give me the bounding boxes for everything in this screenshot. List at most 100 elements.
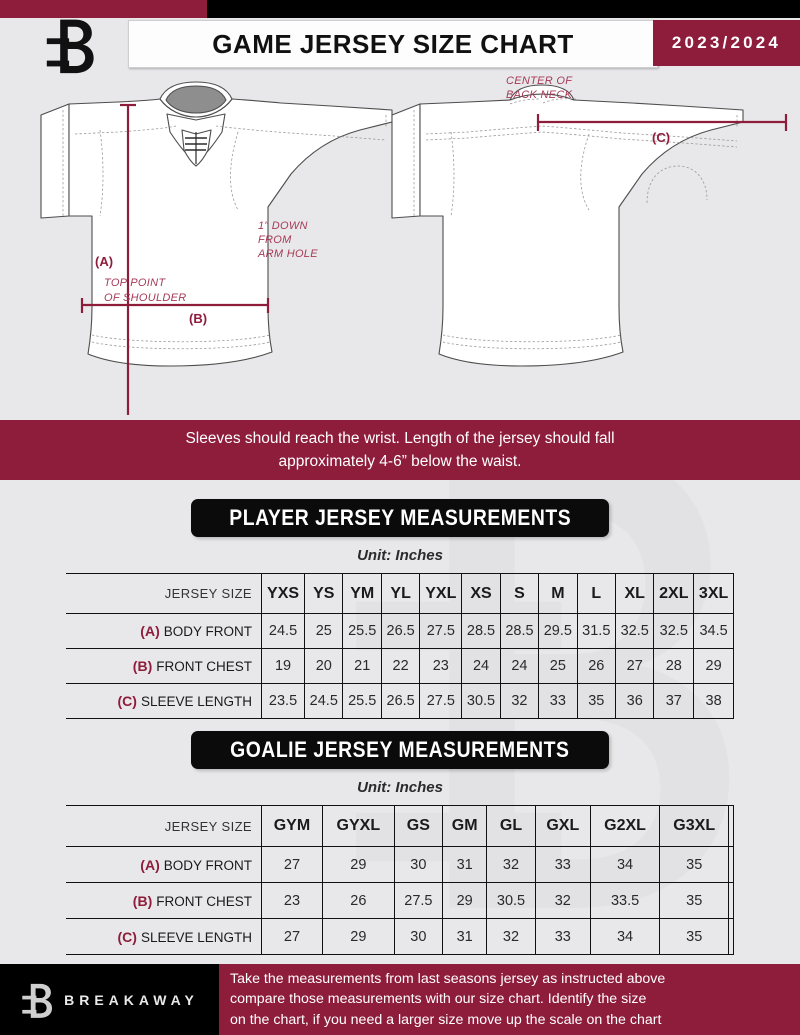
cell: 29 [321, 846, 395, 883]
footer-instructions: Take the measurements from last seasons … [219, 964, 800, 1035]
player-col-ys: YS [304, 573, 344, 614]
cell: 34.5 [693, 613, 734, 649]
goalie-row-b-tag: (B) [132, 892, 153, 909]
cell: 26 [576, 648, 616, 684]
table-row: (B) FRONT CHEST 23 26 27.5 29 30.5 32 33.… [66, 882, 734, 919]
page-title-band: GAME JERSEY SIZE CHART [128, 20, 658, 68]
player-section-heading-pill: PLAYER JERSEY MEASUREMENTS [191, 499, 609, 537]
jersey-diagram: .jb{fill:#ffffff;stroke:#4d4d4d;stroke-w… [0, 70, 800, 415]
goalie-measurements-table: JERSEY SIZE GYM GYXL GS GM GL GXL G2XL G… [66, 805, 734, 955]
goalie-row-b-name: FRONT CHEST [156, 893, 252, 909]
front-label-a-note-line2: OF SHOULDER [104, 292, 187, 304]
table-row: (A) BODY FRONT 24.5 25 25.5 26.5 27.5 28.… [66, 613, 734, 649]
back-label-c-note-line2: BACK NECK [506, 89, 573, 101]
front-jersey-illustration: (B) (A) TOP POINT OF SHOULDER 1” DOWN FR… [40, 81, 393, 415]
back-label-c-tag: (C) [652, 130, 670, 145]
goalie-row-a-tag: (A) [140, 856, 160, 873]
cell: 35 [659, 918, 730, 955]
cell [728, 846, 734, 883]
cell: 35 [659, 882, 730, 919]
player-col-yl: YL [380, 573, 421, 614]
cell: 19 [260, 648, 306, 684]
cell: 26.5 [380, 613, 421, 649]
goalie-row-c-name: SLEEVE LENGTH [140, 929, 252, 945]
table-row: (B) FRONT CHEST 19 20 21 22 23 24 24 25 2… [66, 648, 734, 684]
cell: 24 [499, 648, 540, 684]
cell: 25 [304, 613, 344, 649]
season-badge: 2023/2024 [653, 20, 800, 66]
goalie-col-gs: GS [393, 805, 443, 847]
goalie-row-c-tag: (C) [117, 928, 137, 945]
cell: 23 [419, 648, 463, 684]
cell: 28 [653, 648, 695, 684]
cell: 28.5 [461, 613, 501, 649]
cell: 35 [659, 846, 730, 883]
player-row-label-a: (A) BODY FRONT [66, 613, 262, 649]
top-accent-strip [0, 0, 800, 18]
player-col-yxs: YXS [260, 573, 306, 614]
cell: 32 [534, 882, 591, 919]
goalie-table-header-row: JERSEY SIZE GYM GYXL GS GM GL GXL G2XL G… [66, 805, 734, 847]
cell: 30.5 [461, 683, 501, 719]
cell: 29 [693, 648, 734, 684]
goalie-row-a-name: BODY FRONT [163, 857, 252, 873]
cell: 29 [321, 918, 395, 955]
player-row-header-label: JERSEY SIZE [66, 573, 262, 614]
cell: 32.5 [614, 613, 655, 649]
fit-note-banner: Sleeves should reach the wrist. Length o… [0, 420, 800, 480]
cell: 23.5 [260, 683, 306, 719]
back-jersey-illustration: (C) CENTER OF BACK NECK [391, 75, 788, 367]
breakaway-b-logo-icon [20, 14, 120, 76]
goalie-row-header-label: JERSEY SIZE [66, 805, 262, 847]
cell: 25.5 [342, 613, 382, 649]
cell: 33 [534, 918, 591, 955]
goalie-unit-label: Unit: Inches [357, 779, 443, 796]
footer-brand-name: BREAKAWAY [64, 991, 199, 1008]
front-label-a-tag: (A) [95, 254, 113, 269]
goalie-col-empty [728, 805, 734, 847]
page-header: GAME JERSEY SIZE CHART 2023/2024 [0, 18, 800, 74]
cell: 32.5 [653, 613, 695, 649]
player-row-label-b: (B) FRONT CHEST [66, 648, 262, 684]
table-row: (A) BODY FRONT 27 29 30 31 32 33 34 35 [66, 846, 734, 883]
player-col-l: L [576, 573, 616, 614]
cell: 24 [461, 648, 501, 684]
player-measurements-table: JERSEY SIZE YXS YS YM YL YXL XS S M L XL… [66, 573, 734, 719]
cell [728, 918, 734, 955]
footer-message-line3: on the chart, if you need a larger size … [230, 1011, 662, 1028]
cell: 32 [499, 683, 540, 719]
cell: 22 [380, 648, 421, 684]
goalie-col-gyxl: GYXL [321, 805, 395, 847]
front-label-a-note-line1: TOP POINT [104, 277, 166, 289]
cell: 24.5 [304, 683, 344, 719]
goalie-row-label-a: (A) BODY FRONT [66, 846, 262, 883]
cell: 33.5 [589, 882, 661, 919]
cell: 32 [486, 846, 536, 883]
player-row-b-name: FRONT CHEST [156, 659, 252, 674]
player-row-c-tag: (C) [117, 693, 137, 709]
cell: 25 [538, 648, 578, 684]
cell: 31.5 [576, 613, 616, 649]
goalie-row-label-b: (B) FRONT CHEST [66, 882, 262, 919]
fit-note-line2: approximately 4-6” below the waist. [278, 453, 522, 470]
cell: 26.5 [380, 683, 421, 719]
table-row: (C) SLEEVE LENGTH 23.5 24.5 25.5 26.5 27.… [66, 683, 734, 719]
cell: 31 [441, 918, 488, 955]
breakaway-b-logo-icon [22, 983, 53, 1018]
footer-message-line1: Take the measurements from last seasons … [230, 970, 666, 987]
player-row-label-c: (C) SLEEVE LENGTH [66, 683, 262, 719]
player-col-ym: YM [342, 573, 382, 614]
page-footer: BREAKAWAY Take the measurements from las… [0, 964, 800, 1035]
player-col-3xl: 3XL [693, 573, 734, 614]
cell: 37 [653, 683, 695, 719]
cell: 38 [693, 683, 734, 719]
season-label: 2023/2024 [671, 33, 782, 52]
goalie-col-gl: GL [486, 805, 536, 847]
front-label-b-note-line1: 1” DOWN [258, 220, 308, 232]
front-label-b-note-line3: ARM HOLE [257, 248, 318, 260]
player-col-yxl: YXL [419, 573, 463, 614]
goalie-section-heading: GOALIE JERSEY MEASUREMENTS [230, 737, 570, 762]
footer-brand: BREAKAWAY [0, 964, 219, 1035]
cell: 30 [393, 846, 443, 883]
